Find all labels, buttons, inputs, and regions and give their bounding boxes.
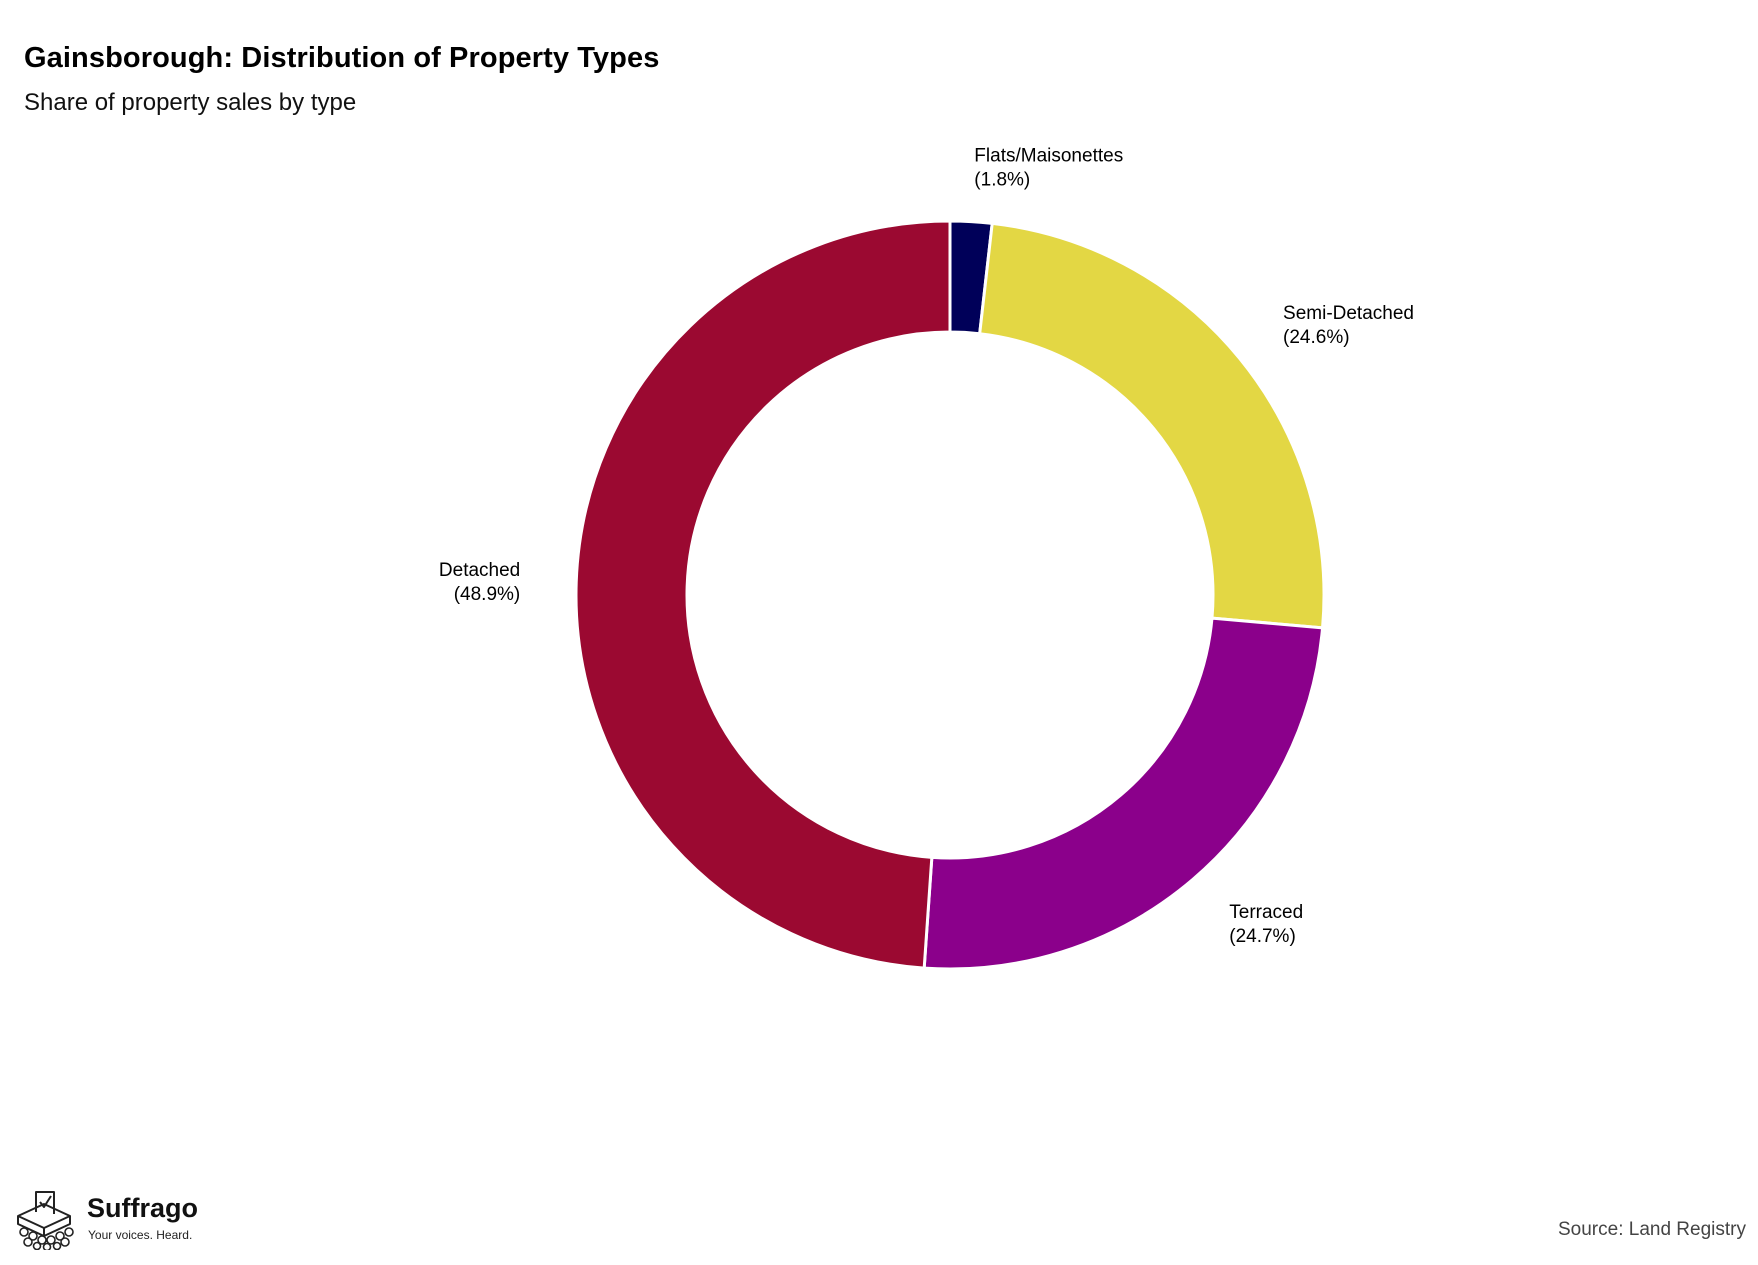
slice-label: Semi-Detached (24.6%) — [1283, 303, 1414, 348]
slice-label-name: Terraced — [1229, 902, 1303, 923]
slice-label-name: Flats/Maisonettes — [974, 146, 1123, 167]
slice-detached — [574, 219, 952, 970]
brand-name: Suffrago — [87, 1193, 198, 1223]
brand-tagline: Your voices. Heard. — [88, 1228, 193, 1242]
slice-terraced — [922, 616, 1325, 971]
slice-label-name: Semi-Detached — [1283, 303, 1414, 324]
slice-label: Flats/Maisonettes (1.8%) — [974, 146, 1123, 191]
slice-label-value: (24.7%) — [1229, 926, 1296, 947]
slice-label-value: (48.9%) — [454, 584, 521, 605]
slice-label: Detached (48.9%) — [439, 560, 520, 605]
source-note: Source: Land Registry — [1558, 1219, 1746, 1240]
slice-label-name: Detached — [439, 560, 520, 581]
brand-logo: Suffrago Your voices. Heard. — [14, 1188, 214, 1250]
slice-label: Terraced (24.7%) — [1229, 902, 1303, 947]
slice-label-value: (24.6%) — [1283, 327, 1350, 348]
slice-label-value: (1.8%) — [974, 170, 1030, 191]
slice-semi-detached — [978, 221, 1326, 630]
chart-title: Gainsborough: Distribution of Property T… — [24, 42, 660, 74]
ballot-box-icon — [17, 1191, 74, 1250]
chart-subtitle: Share of property sales by type — [24, 89, 357, 116]
